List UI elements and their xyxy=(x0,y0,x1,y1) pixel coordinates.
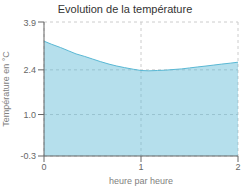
svg-text:heure par heure: heure par heure xyxy=(109,176,173,186)
html-text:Evolution de la température: Evolution de la température xyxy=(57,3,193,15)
svg-text:-0.3: -0.3 xyxy=(20,151,36,161)
svg-text:2.4: 2.4 xyxy=(23,65,36,75)
svg-text:1: 1 xyxy=(138,162,143,172)
svg-text:Température en °C: Température en °C xyxy=(8,51,11,127)
svg-text:3.9: 3.9 xyxy=(23,18,36,28)
svg-text:2: 2 xyxy=(235,162,240,172)
svg-text:0: 0 xyxy=(41,162,46,172)
svg-text:1.0: 1.0 xyxy=(23,110,36,120)
